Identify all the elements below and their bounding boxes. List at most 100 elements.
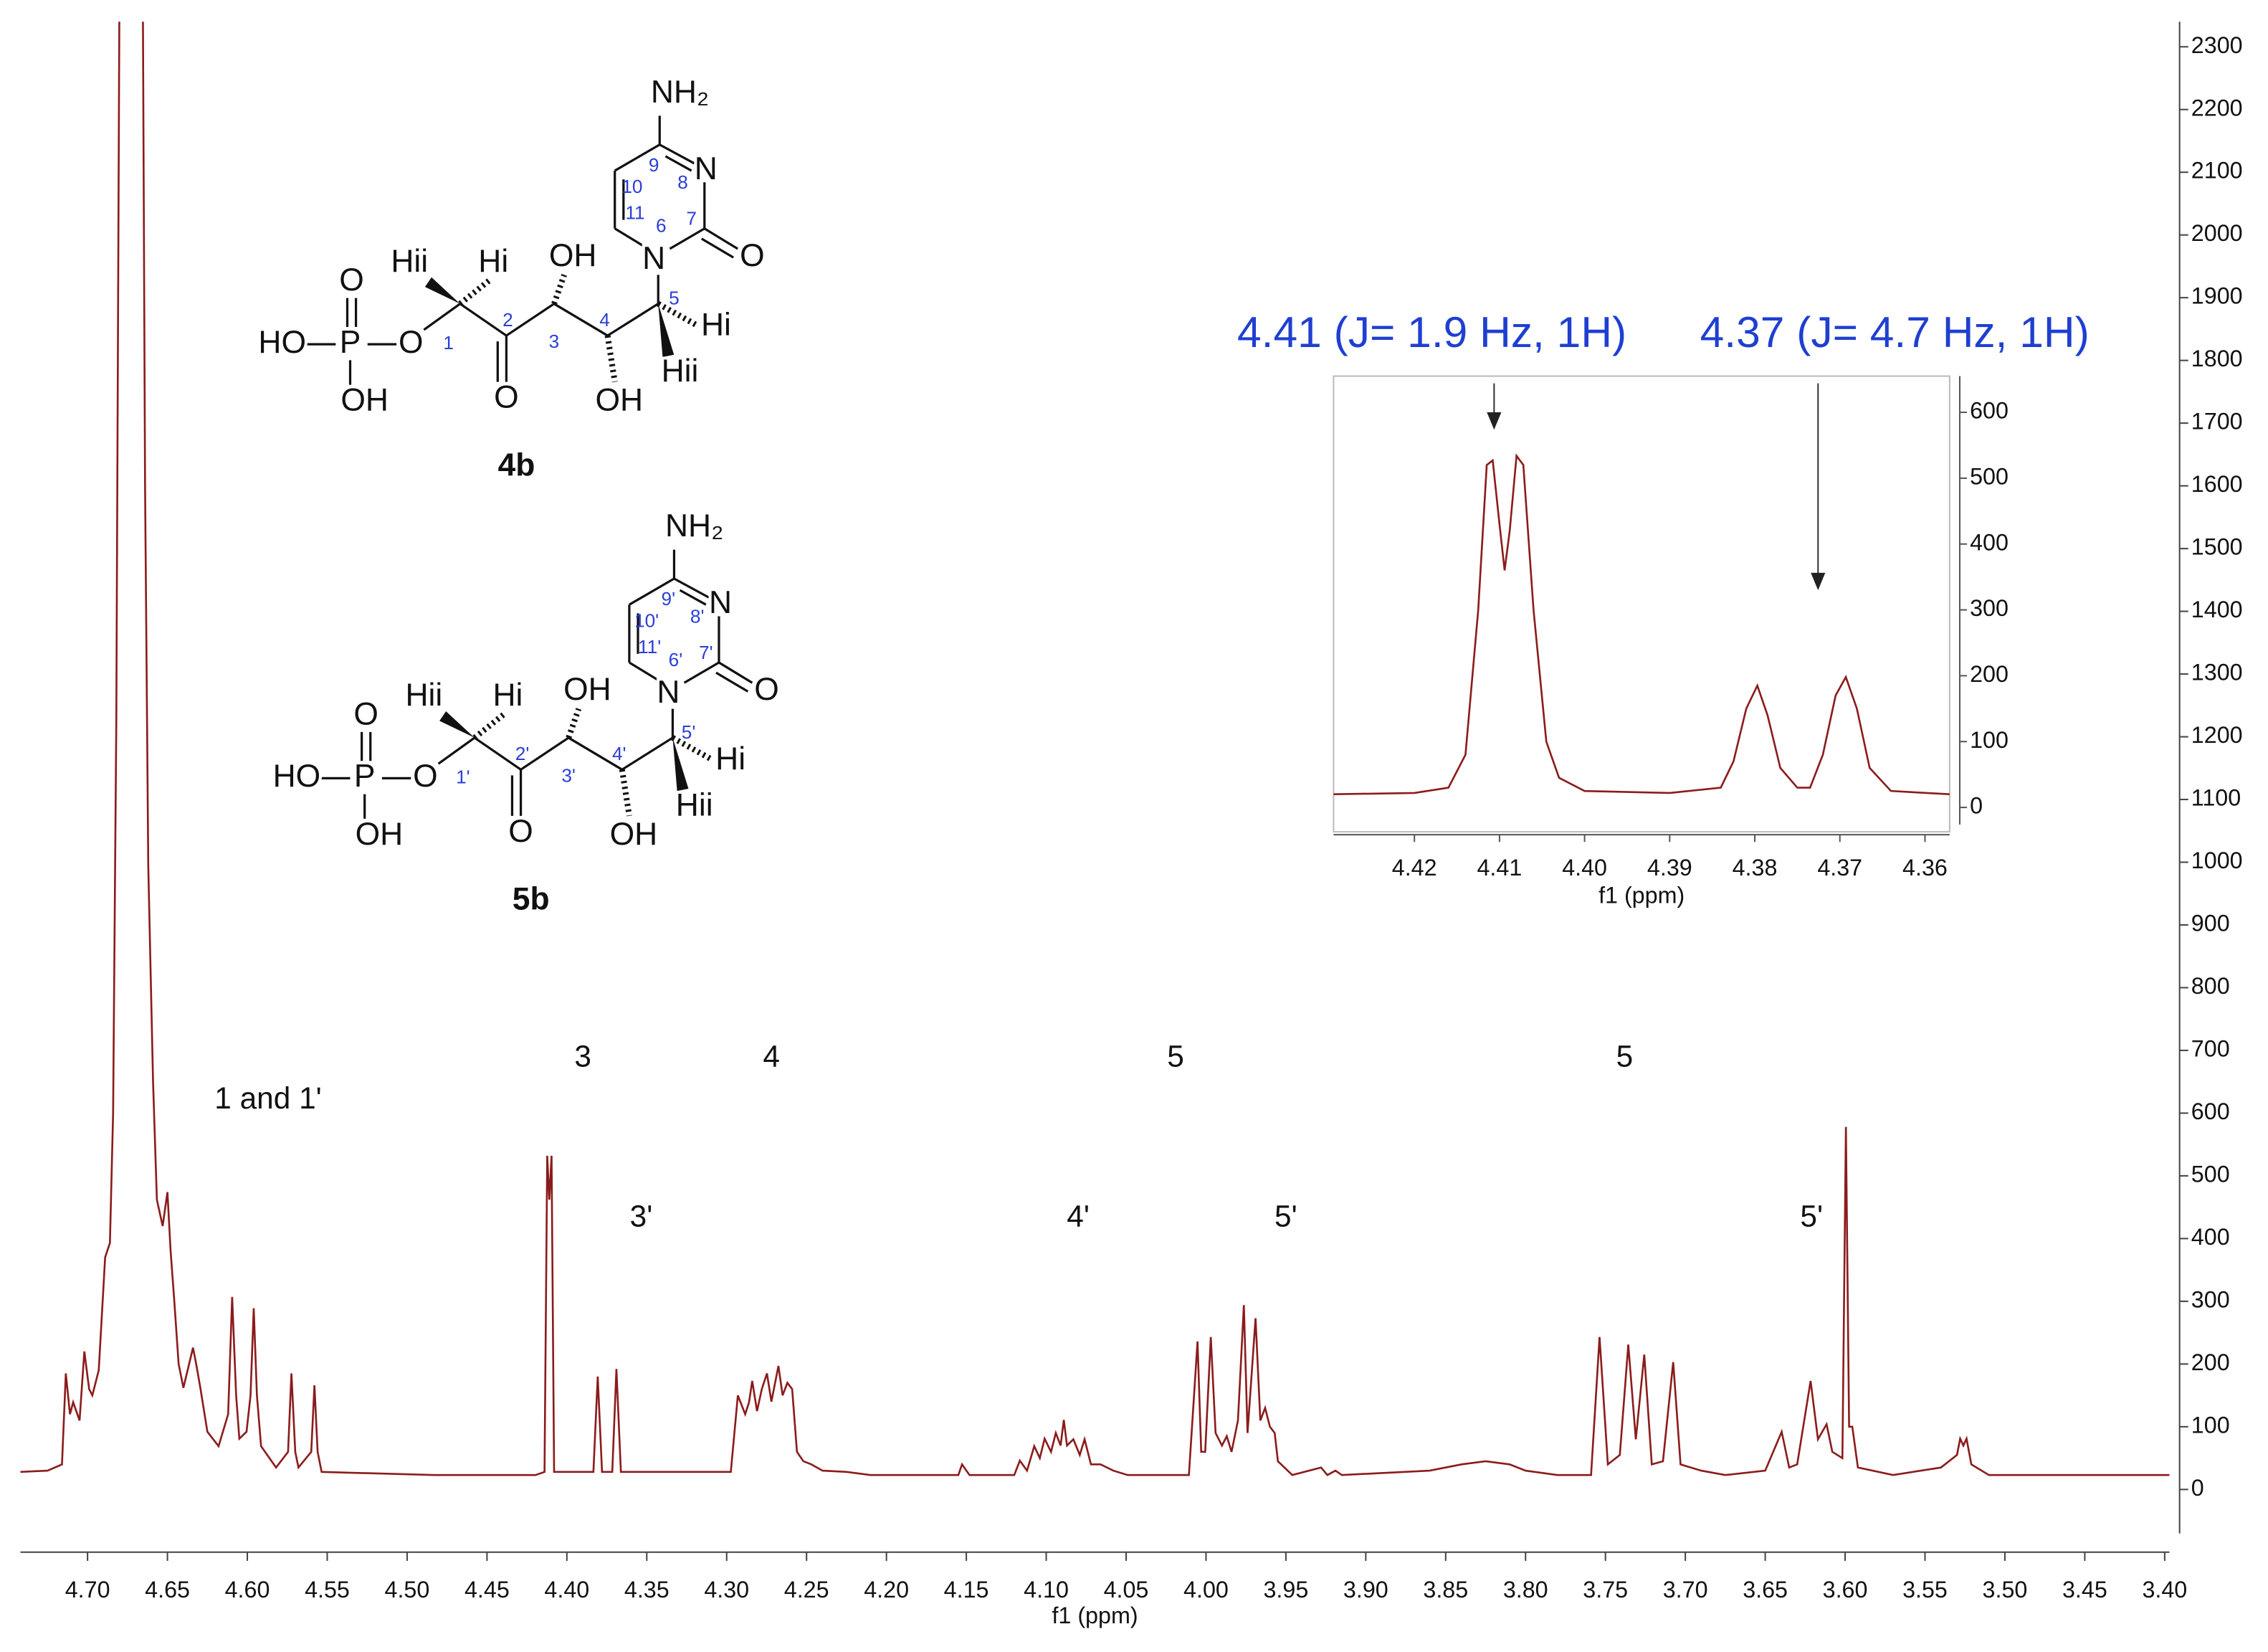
atom-label: N	[709, 585, 732, 620]
x-tick-label: 4.37	[1817, 855, 1862, 880]
compound-label: 4b	[498, 447, 535, 483]
bond	[673, 577, 710, 599]
peak-annotation: 3'	[630, 1200, 653, 1233]
y-tick-label: 200	[2191, 1349, 2230, 1375]
x-tick-label: 4.39	[1647, 855, 1692, 880]
atom-label: OH	[563, 672, 611, 707]
atom-label: P	[340, 325, 361, 360]
y-tick-label: 0	[1970, 793, 1983, 819]
atom-label: O	[494, 380, 519, 415]
y-tick-label: 600	[1970, 398, 2009, 424]
atom-number: 11'	[638, 636, 661, 658]
atom-label: O	[353, 696, 378, 731]
atom-number: 9	[649, 154, 659, 176]
wedge-bond	[658, 303, 675, 357]
x-tick-label: 4.45	[464, 1577, 510, 1603]
hashed-bond	[604, 335, 618, 383]
atom-number: 10'	[634, 609, 659, 631]
atom-label: O	[508, 814, 533, 849]
atom-label: NH₂	[665, 508, 723, 543]
peak-annotation: 4	[763, 1040, 780, 1073]
x-tick-label: 4.05	[1104, 1577, 1149, 1603]
atom-label: O	[339, 262, 364, 298]
atom-label: OH	[340, 383, 389, 418]
hashed-bond	[657, 301, 699, 328]
bond	[437, 736, 475, 765]
atom-label: NH₂	[651, 75, 709, 110]
atom-label: OH	[549, 238, 597, 273]
atom-label: OH	[610, 817, 658, 852]
atom-label: Hi	[715, 741, 745, 777]
bond	[715, 671, 749, 693]
x-tick-label: 4.00	[1183, 1577, 1229, 1603]
y-tick-label: 0	[2191, 1475, 2204, 1501]
spectrum-line	[1333, 453, 1950, 796]
y-tick-label: 2100	[2191, 158, 2243, 184]
bond	[683, 661, 720, 684]
x-tick-label: 4.70	[65, 1577, 110, 1603]
y-tick-label: 1100	[2191, 785, 2241, 811]
x-tick-label: 4.40	[544, 1577, 589, 1603]
x-tick-label: 4.40	[1562, 855, 1607, 880]
atom-number: 1	[443, 332, 454, 353]
x-tick-label: 3.70	[1663, 1577, 1708, 1603]
bond	[700, 237, 734, 259]
atom-number: 6	[656, 215, 667, 237]
inset-frame	[1333, 375, 1950, 833]
bond	[553, 303, 609, 337]
bond	[659, 143, 695, 165]
y-tick-label: 2000	[2191, 220, 2243, 246]
x-tick-label: 3.85	[1423, 1577, 1468, 1603]
y-tick-label: 1700	[2191, 409, 2243, 435]
bond	[568, 736, 623, 771]
x-tick-label: 3.65	[1743, 1577, 1788, 1603]
x-tick-label: 3.80	[1503, 1577, 1548, 1603]
x-tick-label: 4.65	[145, 1577, 190, 1603]
bond	[718, 661, 753, 684]
peak-annotation: 5'	[1800, 1200, 1823, 1233]
bond	[459, 303, 508, 337]
x-tick-label: 3.40	[2142, 1577, 2187, 1603]
atom-number: 3'	[561, 764, 576, 786]
bond	[474, 736, 522, 771]
atom-number: 3	[549, 331, 560, 352]
hashed-bond	[671, 735, 713, 762]
y-tick-label: 200	[1970, 661, 2009, 687]
peak-annotation: 5	[1616, 1040, 1634, 1073]
atom-number: 7'	[699, 642, 713, 663]
wedge-bond	[424, 277, 460, 304]
bond	[621, 736, 674, 771]
atom-number: 8	[677, 171, 688, 193]
atom-number: 4	[599, 309, 610, 331]
atom-label: O	[754, 672, 779, 707]
hashed-bond	[619, 769, 632, 817]
y-tick-label: 1200	[2191, 722, 2243, 748]
coupling-label: 4.37 (J= 4.7 Hz, 1H)	[1700, 308, 2090, 356]
atom-label: Hii	[676, 787, 713, 822]
bond	[614, 143, 661, 172]
y-tick-label: 1800	[2191, 346, 2243, 371]
y-tick-label: 2200	[2191, 95, 2243, 120]
x-tick-label: 3.50	[1983, 1577, 2028, 1603]
bond	[669, 227, 705, 250]
atom-label: Hii	[406, 678, 443, 713]
y-tick-label: 1400	[2191, 597, 2243, 622]
atom-number: 6'	[669, 649, 683, 670]
x-tick-label: 4.41	[1477, 855, 1522, 880]
x-tick-label: 4.35	[624, 1577, 670, 1603]
atom-label: N	[695, 151, 718, 186]
y-tick-label: 1300	[2191, 660, 2243, 685]
atom-label: N	[642, 241, 665, 276]
y-tick-label: 300	[1970, 595, 2009, 621]
peak-annotation: 5	[1167, 1040, 1184, 1073]
peak-annotation: 5'	[1274, 1200, 1297, 1233]
x-tick-label: 3.45	[2062, 1577, 2107, 1603]
bond	[703, 227, 739, 250]
atom-number: 5	[669, 288, 680, 309]
x-tick-label: 4.55	[305, 1577, 350, 1603]
x-axis-title: f1 (ppm)	[1052, 1603, 1138, 1628]
